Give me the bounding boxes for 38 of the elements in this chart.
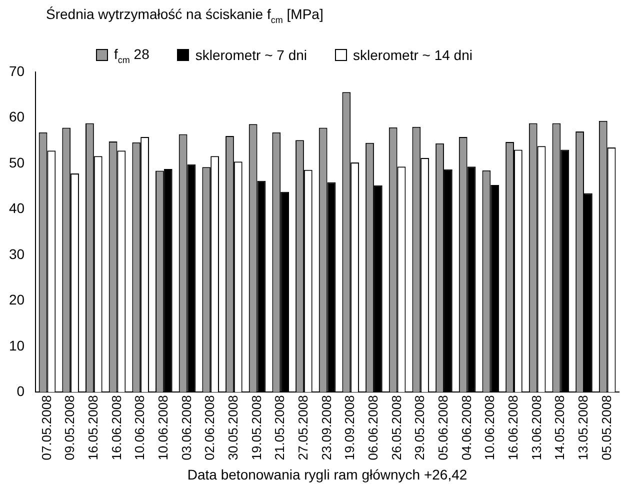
x-tick-label: 19.05.2008 [248,395,264,460]
x-tick-label: 04.06.2008 [458,395,474,460]
x-tick-label: 19.09.2008 [342,395,358,460]
x-tick-label: 13.05.2008 [576,395,591,460]
legend-label: sklerometr ~ 14 dni [353,47,472,64]
x-tick-label: 16.05.2008 [85,395,100,460]
x-tick-label: 30.05.2008 [226,395,241,460]
y-axis-title: Średnia wytrzymałość na ściskanie f$_{cm}$ [MPa] [46,6,324,25]
y-tick-label: 60 [8,108,25,125]
x-tick-label: 26.05.2008 [388,395,404,460]
x-tick-label: 13.06.2008 [528,395,544,460]
x-tick-label: 16.06.2008 [108,395,124,460]
y-tick-label: 20 [8,292,25,308]
y-tick-label: 30 [8,246,25,262]
x-tick-label: 05.06.2008 [436,395,451,460]
x-tick-label: 05.05.2008 [598,395,614,460]
x-tick-label: 10.06.2008 [482,395,498,460]
x-tick-label: 07.05.2008 [38,395,54,460]
x-tick-label: 21.05.2008 [272,395,288,460]
x-tick-label: 10.06.2008 [156,395,171,460]
x-tick-label: 09.05.2008 [62,395,78,460]
x-tick-label: 27.05.2008 [296,395,311,460]
x-axis-title: Data betonowania rygli ram głównych +26,42 [187,466,468,482]
legend-label: f$_{cm}$ 28 [114,46,150,65]
x-tick-label: 29.05.2008 [412,395,428,460]
y-tick-label: 70 [8,62,25,79]
x-tick-label: 02.06.2008 [202,395,218,460]
x-tick-label: 16.06.2008 [506,395,521,460]
x-tick-label: 14.05.2008 [552,395,568,460]
y-tick-label: 40 [8,200,25,216]
x-tick-label: 06.06.2008 [366,395,381,460]
legend-label: sklerometr ~ 7 dni [195,47,308,64]
x-tick-label: 03.06.2008 [178,395,194,460]
x-tick-label: 23.09.2008 [318,395,334,460]
y-tick-label: 10 [8,337,25,354]
y-tick-label: 0 [16,382,25,399]
y-tick-label: 50 [8,154,25,170]
x-tick-label: 10.06.2008 [132,395,148,460]
